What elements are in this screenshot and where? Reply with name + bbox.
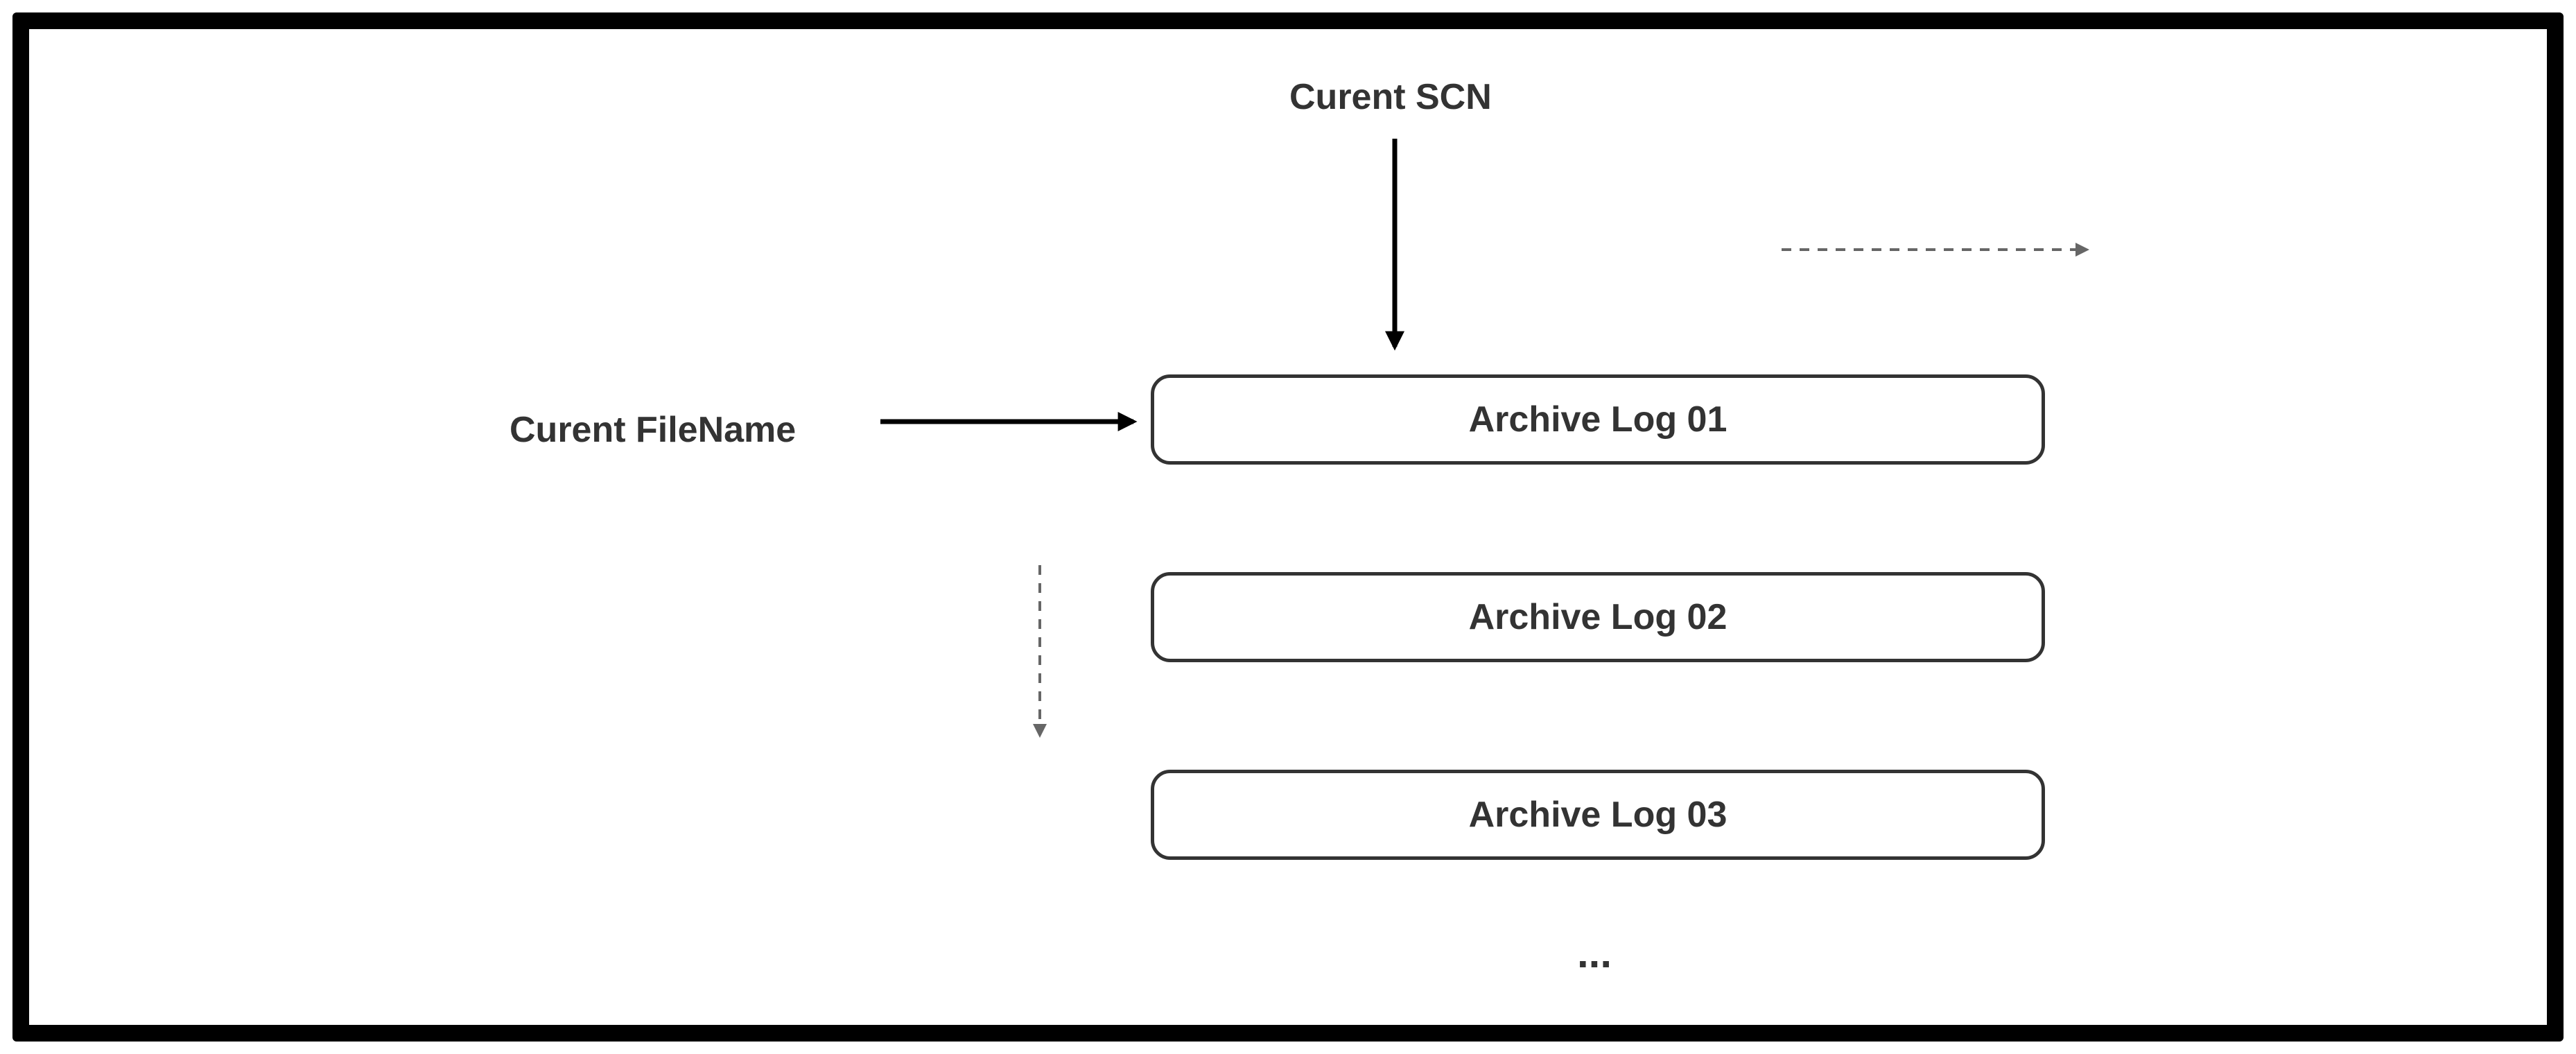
box-label: Archive Log 03 bbox=[1469, 794, 1728, 836]
label-current-filename: Curent FileName bbox=[510, 409, 796, 451]
label-current-scn: Curent SCN bbox=[1289, 76, 1492, 118]
box-archive-log-01: Archive Log 01 bbox=[1151, 374, 2045, 465]
box-label: Archive Log 01 bbox=[1469, 399, 1728, 440]
diagram-frame bbox=[12, 12, 2564, 1042]
box-archive-log-03: Archive Log 03 bbox=[1151, 770, 2045, 860]
label-ellipsis: ... bbox=[1577, 929, 1612, 977]
box-archive-log-02: Archive Log 02 bbox=[1151, 572, 2045, 662]
box-label: Archive Log 02 bbox=[1469, 596, 1728, 638]
